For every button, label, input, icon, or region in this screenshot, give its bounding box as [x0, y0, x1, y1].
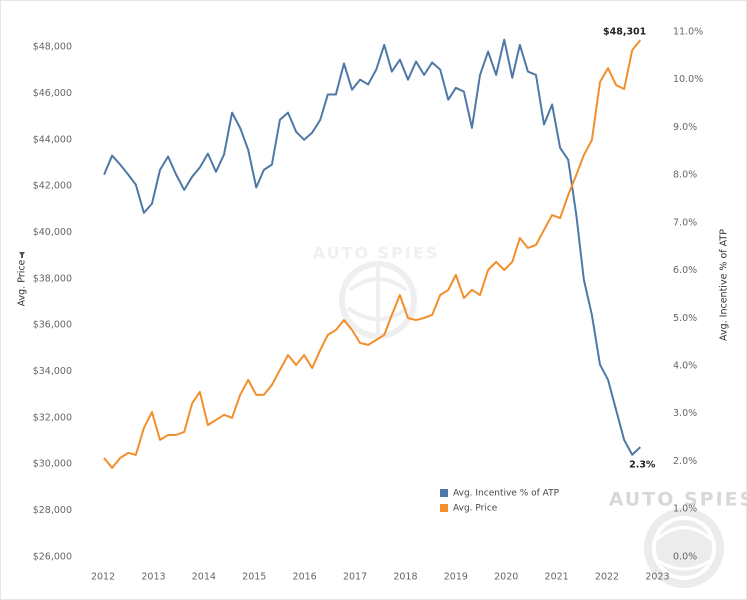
line-series	[103, 38, 641, 456]
y2-tick-label: 8.0%	[673, 170, 697, 181]
y-tick-label: $30,000	[33, 459, 72, 470]
y-axis-title: Avg. Price	[17, 259, 28, 306]
legend-swatch	[440, 489, 448, 497]
y2-tick-label: 10.0%	[673, 74, 703, 85]
legend-label: Avg. Price	[453, 504, 498, 514]
watermark-text: AUTO SPIES	[313, 244, 440, 263]
x-tick-label: 2021	[545, 572, 569, 583]
y2-tick-label: 11.0%	[673, 26, 703, 37]
y2-tick-label: 3.0%	[673, 408, 697, 419]
y2-axis-title: Avg. Incentive % of ATP	[719, 229, 730, 341]
y-tick-label: $28,000	[33, 505, 72, 516]
y2-tick-label: 5.0%	[673, 313, 697, 324]
x-tick-label: 2014	[192, 572, 216, 583]
legend-label: Avg. Incentive % of ATP	[453, 489, 560, 499]
line-series	[103, 39, 642, 469]
x-tick-label: 2023	[645, 572, 669, 583]
y2-tick-label: 9.0%	[673, 122, 697, 133]
y-tick-label: $44,000	[33, 134, 72, 145]
x-tick-label: 2018	[393, 572, 417, 583]
y2-tick-label: 1.0%	[673, 504, 697, 515]
watermark-corner: AUTO SPIES	[609, 489, 747, 588]
y2-tick-label: 6.0%	[673, 265, 697, 276]
y-tick-label: $36,000	[33, 320, 72, 331]
y2-tick-label: 7.0%	[673, 217, 697, 228]
y-tick-label: $32,000	[33, 412, 72, 423]
x-tick-label: 2015	[242, 572, 266, 583]
y-tick-label: $46,000	[33, 88, 72, 99]
x-tick-label: 2020	[494, 572, 518, 583]
watermark-text: AUTO SPIES	[609, 489, 747, 511]
plot-area: $26,000 $28,000 $30,000 $32,000 $34,000 $36,0…	[33, 26, 703, 582]
x-tick-label: 2013	[141, 572, 165, 583]
data-label: $48,301	[603, 27, 646, 38]
pin-icon	[19, 252, 25, 258]
y-tick-label: $26,000	[33, 551, 72, 562]
y-tick-label: $40,000	[33, 227, 72, 238]
x-tick-label: 2019	[444, 572, 468, 583]
watermark-center: AUTO SPIES	[313, 244, 440, 339]
y2-tick-label: 4.0%	[673, 361, 697, 372]
data-label: 2.3%	[629, 460, 656, 471]
y-tick-label: $34,000	[33, 366, 72, 377]
legend-swatch	[440, 504, 448, 512]
x-tick-label: 2017	[343, 572, 367, 583]
y2-tick-label: 0.0%	[673, 551, 697, 562]
y-tick-label: $38,000	[33, 273, 72, 284]
y-tick-label: $42,000	[33, 181, 72, 192]
y2-tick-label: 2.0%	[673, 456, 697, 467]
x-tick-label: 2012	[91, 572, 115, 583]
x-tick-label: 2016	[293, 572, 317, 583]
x-tick-label: 2022	[595, 572, 619, 583]
y-tick-label: $48,000	[33, 42, 72, 53]
legend: Avg. Incentive % of ATP Avg. Price	[440, 489, 560, 514]
